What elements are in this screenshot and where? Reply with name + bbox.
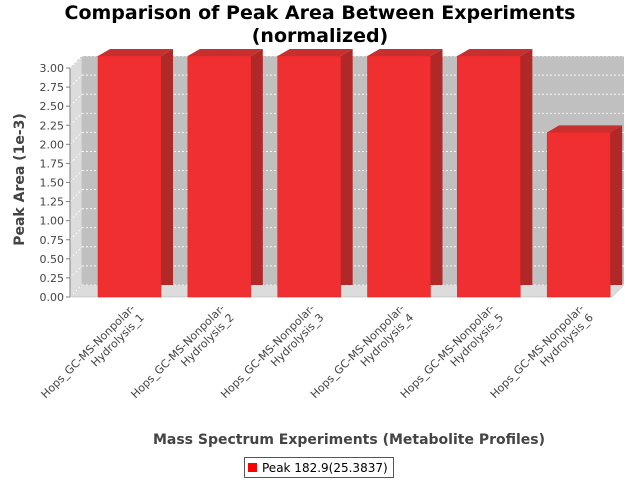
y-gridline-wall: [69, 170, 83, 183]
x-tick-label-line: Hops_GC-MS-Nonpolar-: [488, 302, 587, 401]
chart-title-line-2: (normalized): [251, 25, 389, 47]
y-tick-label: 2.75: [40, 81, 65, 94]
chart-title: Comparison of Peak Area Between Experime…: [0, 2, 640, 48]
legend: Peak 182.9(25.3837): [244, 457, 394, 478]
y-tick-label: 1.75: [40, 157, 65, 170]
bar-side: [340, 49, 353, 285]
y-gridline-wall: [69, 246, 83, 260]
bar-side: [520, 49, 533, 285]
bar-top: [457, 49, 533, 56]
legend-label: Peak 182.9(25.3837): [262, 460, 388, 475]
y-gridline-wall: [69, 55, 83, 69]
x-tick-label: Hops_GC-MS-Nonpolar-Hydrolysis_6: [488, 302, 596, 401]
bar: [277, 55, 341, 298]
x-tick-label-line: Hops_GC-MS-Nonpolar-: [308, 302, 407, 401]
y-axis-title: Peak Area (1e-3): [12, 113, 28, 246]
y-gridline-wall: [69, 227, 83, 241]
bar-side: [610, 125, 623, 285]
y-tick-label: 0.75: [40, 234, 65, 247]
y-gridline-wall: [69, 208, 83, 221]
legend-swatch: [248, 463, 257, 472]
bar: [187, 55, 252, 298]
y-tick-label: 0.50: [40, 253, 65, 266]
y-tick-label: 0.00: [40, 291, 65, 304]
y-tick-label: 2.50: [40, 100, 65, 113]
bar-side: [161, 49, 173, 285]
y-gridline-wall: [69, 132, 83, 145]
y-tick-label: 1.00: [40, 215, 65, 228]
x-tick-label-line: Hops_GC-MS-Nonpolar-: [128, 302, 227, 401]
chart-title-line-1: Comparison of Peak Area Between Experime…: [64, 2, 576, 24]
y-gridline-wall: [69, 284, 83, 298]
bar-top: [277, 49, 353, 56]
y-gridline-wall: [69, 189, 83, 202]
y-gridline-wall: [69, 93, 83, 107]
bar-top: [367, 49, 443, 56]
y-tick-label: 1.50: [40, 177, 65, 190]
y-tick-label: 0.25: [40, 272, 65, 285]
bar-top: [187, 49, 263, 56]
bar: [546, 132, 611, 298]
y-tick-label: 3.00: [40, 62, 65, 75]
y-gridline-wall: [69, 151, 83, 164]
y-gridline-wall: [69, 74, 83, 88]
x-axis-title: Mass Spectrum Experiments (Metabolite Pr…: [153, 432, 545, 448]
bar-side: [250, 49, 263, 285]
y-tick-label: 2.25: [40, 119, 65, 132]
y-tick-label: 1.25: [40, 196, 65, 209]
y-tick-label: 2.00: [40, 138, 65, 151]
bar: [457, 55, 521, 298]
x-tick-label-line: Hops_GC-MS-Nonpolar-: [39, 302, 138, 401]
bar-side: [430, 49, 443, 285]
x-tick-label-line: Hops_GC-MS-Nonpolar-: [398, 302, 497, 401]
bar: [97, 55, 162, 298]
y-gridline-wall: [69, 265, 83, 279]
bar-top: [98, 49, 173, 56]
y-gridline-wall: [69, 112, 83, 126]
x-tick-label-line: Hops_GC-MS-Nonpolar-: [218, 302, 317, 401]
bar-top: [547, 125, 623, 133]
bar: [367, 55, 431, 298]
